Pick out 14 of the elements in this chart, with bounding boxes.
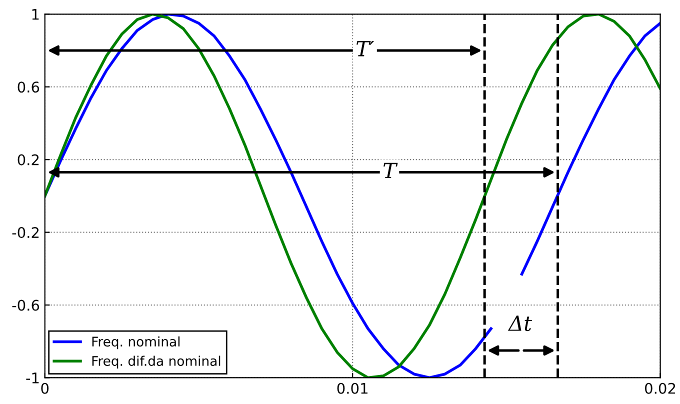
y-tick-label: 0.6 [18,82,40,93]
y-tick-label: -0.2 [12,227,39,238]
annotation: T′ [356,41,374,56]
legend-label: Freq. nominal [92,336,180,350]
x-tick-label: 0.01 [337,382,368,394]
annotation: Δt [508,316,532,332]
y-tick-label: -0.6 [12,300,40,311]
x-tick-label: 0.02 [645,382,676,394]
y-tick-label: 1 [32,9,39,20]
legend-label: Freq. dif.da nominal [92,356,220,369]
y-tick-label: -1 [26,372,39,384]
annotation: T [384,162,398,178]
y-tick-label: 0.2 [18,154,39,166]
x-tick-label: 0 [41,382,49,394]
